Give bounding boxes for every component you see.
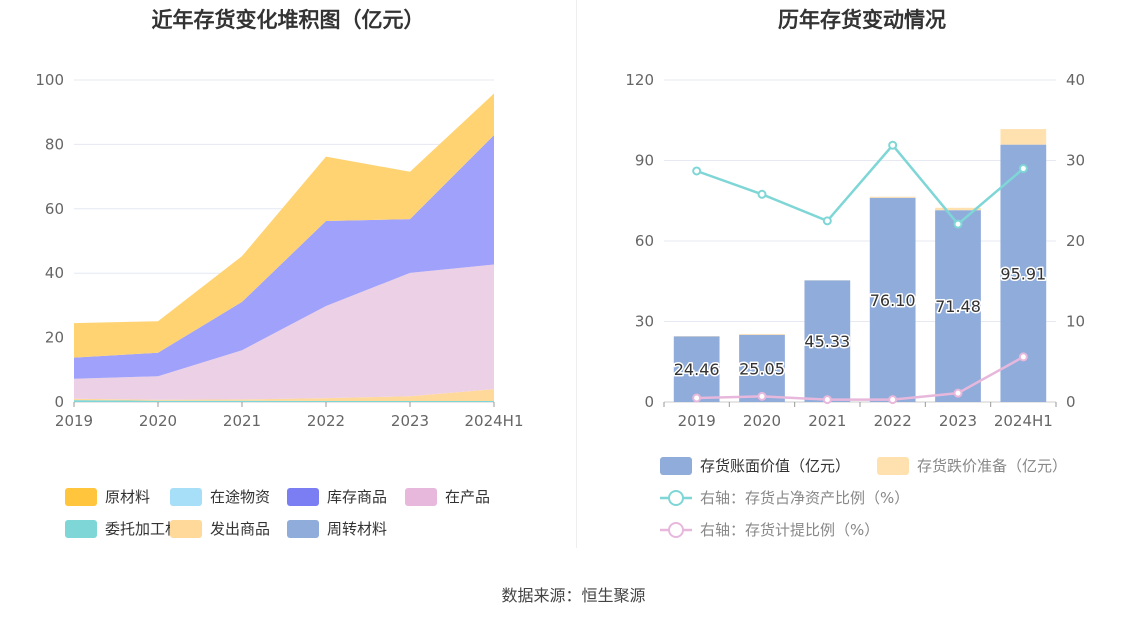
bar-存货账面价值（亿元） [804, 280, 851, 402]
bar-data-label-halo: 95.91 [1000, 264, 1046, 283]
area-委托加工材料 [74, 400, 494, 402]
legend-label-line: 右轴：存货占净资产比例（%） [700, 489, 909, 507]
y-tick-label: 30 [635, 313, 654, 331]
y-tick-label: 100 [35, 71, 64, 89]
line-point [953, 219, 963, 229]
bar-data-label-halo: 45.33 [804, 332, 850, 351]
y2-tick-label: 40 [1066, 71, 1085, 89]
x-tick-label: 2024H1 [994, 412, 1053, 430]
x-tick-label: 2019 [55, 412, 93, 430]
legend-swatch-周转材料 [287, 520, 319, 538]
line-point [692, 393, 702, 403]
legend-label-在产品: 在产品 [445, 488, 490, 506]
legend-line-marker [668, 490, 684, 506]
line-point [888, 395, 898, 405]
bar-存货跌价准备（亿元） [935, 207, 981, 211]
legend-swatch-委托加工材料 [65, 520, 97, 538]
legend-label-发出商品: 发出商品 [210, 520, 270, 538]
left-chart-title: 近年存货变化堆积图（亿元） [151, 8, 425, 32]
legend-label-line: 右轴：存货计提比例（%） [700, 521, 879, 539]
bar-data-label: 95.91 [1000, 264, 1046, 283]
legend-line-marker [668, 522, 684, 538]
x-tick-label: 2022 [874, 412, 912, 430]
line-point [692, 166, 702, 176]
y-tick-label: 40 [45, 264, 64, 282]
x-tick-label: 2019 [678, 412, 716, 430]
y-tick-label: 60 [635, 232, 654, 250]
bar-存货账面价值（亿元） [739, 334, 785, 402]
bar-data-label-halo: 24.46 [674, 360, 720, 379]
legend-swatch-在途物资 [170, 488, 202, 506]
legend-label-在途物资: 在途物资 [210, 488, 270, 506]
y-tick-label: 120 [625, 71, 654, 89]
legend-swatch-bar [660, 457, 692, 475]
area-发出商品 [74, 389, 494, 401]
bar-data-label-halo: 76.10 [870, 291, 916, 310]
bar-data-label-halo: 25.05 [739, 359, 785, 378]
bar-data-label-halo: 71.48 [935, 297, 981, 316]
x-tick-label: 2024H1 [465, 412, 524, 430]
right-chart-title: 历年存货变动情况 [778, 8, 946, 32]
area-在产品 [74, 264, 494, 400]
stacked-area-chart: 0 20 40 60 80 100 2019 2020 2021 2022 2023 2024H1 原材… [35, 71, 524, 538]
legend-swatch-在产品 [405, 488, 437, 506]
line-point [953, 388, 963, 398]
bar-存货跌价准备（亿元） [869, 196, 916, 198]
legend-label-reserve: 存货跌价准备（亿元） [917, 457, 1067, 475]
line-右轴：存货计提比例（%） [696, 355, 1024, 401]
bar-data-label: 45.33 [804, 332, 850, 351]
x-tick-label: 2021 [223, 412, 261, 430]
area-原材料 [74, 93, 494, 358]
x-tick-label: 2020 [743, 412, 781, 430]
line-point [888, 140, 898, 150]
y2-tick-label: 10 [1066, 313, 1085, 331]
bar-存货账面价值（亿元） [673, 336, 720, 402]
bar-data-label: 24.46 [674, 360, 720, 379]
x-tick-label: 2022 [307, 412, 345, 430]
x-tick-label: 2021 [808, 412, 846, 430]
y-tick-label: 80 [45, 135, 64, 153]
panel-divider [576, 0, 577, 548]
legend-swatch-原材料 [65, 488, 97, 506]
x-tick-label: 2023 [391, 412, 429, 430]
y2-tick-label: 30 [1066, 152, 1085, 170]
line-point [757, 189, 767, 199]
legend-swatch-库存商品 [287, 488, 319, 506]
line-右轴：存货占净资产比例（%） [696, 143, 1025, 226]
line-point [822, 216, 832, 226]
y-tick-label: 0 [644, 393, 654, 411]
legend-label-库存商品: 库存商品 [327, 488, 387, 506]
bar-line-chart: 0 30 60 90 120 0 10 20 30 40 2019 2020 2021 2022 2023 2… [625, 71, 1085, 539]
bar-data-label: 76.10 [870, 291, 916, 310]
y2-tick-label: 20 [1066, 232, 1085, 250]
line-point [1018, 352, 1028, 362]
y-tick-label: 20 [45, 329, 64, 347]
bar-存货账面价值（亿元） [869, 197, 916, 402]
legend-label-bar: 存货账面价值（亿元） [700, 457, 850, 475]
area-库存商品 [74, 135, 494, 379]
data-source: 数据来源：恒生聚源 [501, 586, 646, 605]
y-tick-label: 90 [635, 152, 654, 170]
legend-label-原材料: 原材料 [105, 488, 150, 506]
line-point [822, 395, 832, 405]
y-tick-label: 0 [54, 393, 64, 411]
legend-swatch-发出商品 [170, 520, 202, 538]
bar-存货账面价值（亿元） [935, 210, 981, 402]
line-point [1018, 164, 1028, 174]
x-tick-label: 2020 [139, 412, 177, 430]
bar-存货跌价准备（亿元） [1000, 129, 1047, 145]
legend-label-周转材料: 周转材料 [327, 520, 387, 538]
bar-存货跌价准备（亿元） [739, 333, 785, 335]
bar-data-label: 71.48 [935, 297, 981, 316]
line-point [757, 391, 767, 401]
legend-swatch-reserve [877, 457, 909, 475]
y-tick-label: 60 [45, 200, 64, 218]
x-tick-label: 2023 [939, 412, 977, 430]
y2-tick-label: 0 [1066, 393, 1076, 411]
bar-data-label: 25.05 [739, 359, 785, 378]
